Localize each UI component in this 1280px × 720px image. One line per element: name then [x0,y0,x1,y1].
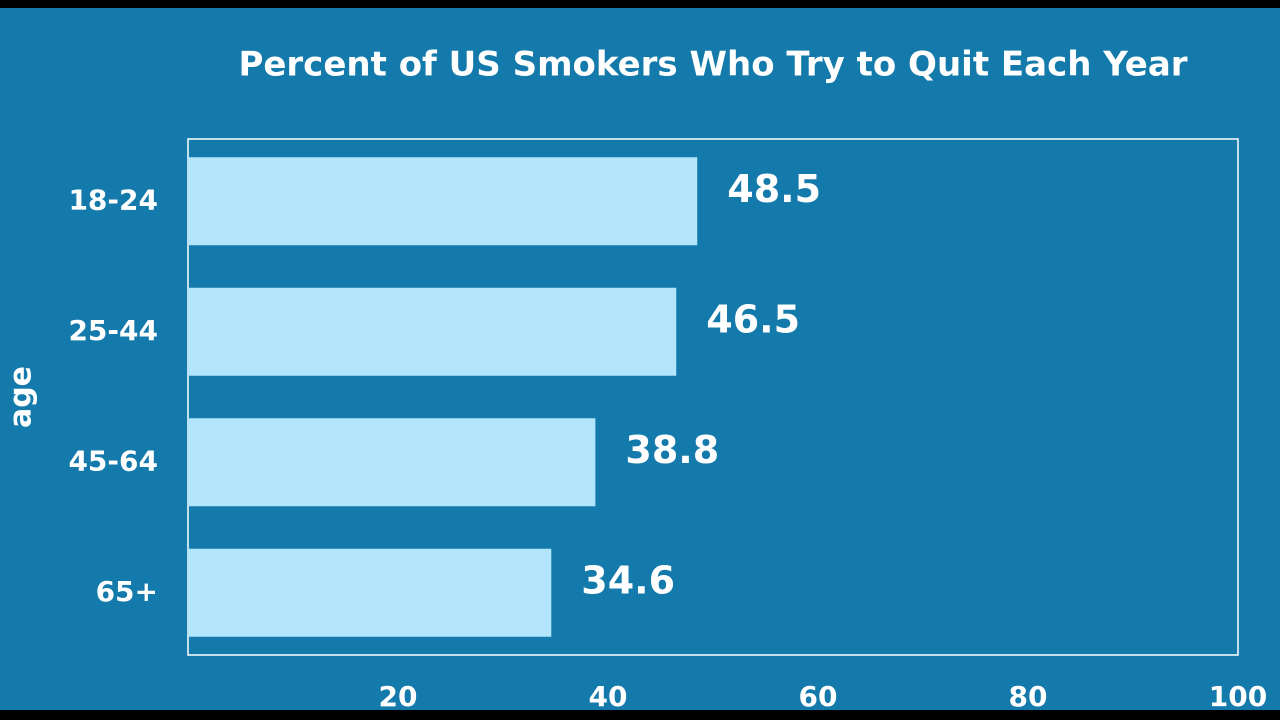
x-tick-label: 40 [589,680,628,713]
x-tick-label: 20 [379,680,418,713]
bar [188,157,698,246]
value-label: 38.8 [625,428,719,472]
plot-frame [187,138,1239,656]
y-tick-label: 18-24 [68,183,158,216]
value-label: 48.5 [727,167,821,211]
bar [188,287,677,376]
y-axis-label: age [4,366,39,428]
x-tick-label: 60 [799,680,838,713]
bar [188,418,596,507]
bar [188,548,552,637]
chart-title: Percent of US Smokers Who Try to Quit Ea… [238,45,1187,85]
y-tick-label: 25-44 [68,314,158,347]
value-label: 34.6 [581,558,675,602]
x-tick-label: 80 [1009,680,1048,713]
x-tick-label: 100 [1209,680,1267,713]
y-tick-label: 65+ [96,575,158,608]
value-label: 46.5 [706,297,800,341]
y-tick-label: 45-64 [68,444,158,477]
